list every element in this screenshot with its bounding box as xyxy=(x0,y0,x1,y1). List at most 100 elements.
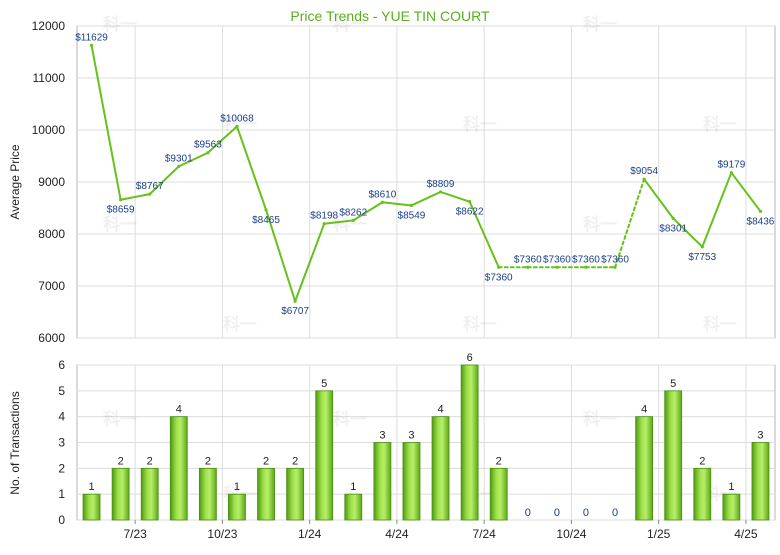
price-line-segment xyxy=(701,171,733,248)
price-axis-title: Average Price xyxy=(8,144,22,219)
transaction-count-label: 0 xyxy=(583,507,589,519)
price-line-segment xyxy=(206,125,238,154)
price-point xyxy=(322,222,326,226)
price-point xyxy=(293,299,297,303)
transaction-count-label: 1 xyxy=(88,481,94,493)
transaction-count-label: 5 xyxy=(321,378,327,390)
transaction-bar xyxy=(664,390,683,521)
transactions-tick-label: 5 xyxy=(58,384,65,398)
transaction-count-label: 3 xyxy=(408,430,414,442)
price-value-label: $6707 xyxy=(281,306,309,317)
price-point xyxy=(671,216,675,220)
price-value-label: $8610 xyxy=(368,189,396,200)
price-line-segment xyxy=(265,208,297,303)
price-line-segment xyxy=(177,151,209,168)
price-tick-label: 12000 xyxy=(32,19,66,33)
transaction-count-label: 2 xyxy=(496,455,502,467)
watermark-glyph: 科一 xyxy=(103,409,137,429)
price-point xyxy=(438,190,443,194)
transaction-count-label: 6 xyxy=(467,352,473,364)
transaction-bar xyxy=(82,493,101,521)
transaction-count-label: 5 xyxy=(670,378,676,390)
price-point xyxy=(177,164,181,168)
transaction-bar xyxy=(635,416,654,521)
price-value-label: $8465 xyxy=(252,215,280,226)
price-tick-label: 8000 xyxy=(38,227,65,241)
price-value-label: $7360 xyxy=(572,254,600,265)
price-tick-label: 10000 xyxy=(32,123,66,137)
price-line-segment xyxy=(323,219,355,225)
price-value-label: $7360 xyxy=(485,272,513,283)
transaction-bar xyxy=(228,493,246,521)
price-line-segment xyxy=(672,217,704,248)
transaction-bar xyxy=(111,467,130,521)
transaction-count-label: 0 xyxy=(554,507,560,519)
price-point xyxy=(351,218,355,222)
price-value-label: $9054 xyxy=(630,166,658,177)
price-point xyxy=(729,171,733,175)
price-line-segment xyxy=(730,171,762,213)
price-point xyxy=(148,192,152,196)
price-point xyxy=(497,265,501,269)
price-value-label: $7753 xyxy=(688,252,716,263)
price-value-label: $10068 xyxy=(220,113,254,124)
transaction-count-label: 3 xyxy=(757,430,763,442)
transactions-tick-label: 3 xyxy=(58,436,65,450)
price-point xyxy=(526,265,530,269)
watermark-glyph: 科一 xyxy=(223,314,257,334)
transaction-count-label: 1 xyxy=(350,481,356,493)
price-tick-label: 11000 xyxy=(33,71,66,85)
price-point xyxy=(119,198,123,202)
watermark-glyph: 科一 xyxy=(103,14,137,34)
transaction-bar xyxy=(693,467,712,521)
transaction-bar xyxy=(402,442,421,521)
transaction-bar xyxy=(344,493,363,521)
price-line-segment xyxy=(294,222,326,303)
watermark-glyph: 科一 xyxy=(333,409,367,429)
transaction-bar xyxy=(198,467,217,521)
watermark-glyph: 科一 xyxy=(583,14,617,34)
transactions-tick-label: 4 xyxy=(58,410,65,424)
price-value-label: $7360 xyxy=(514,254,542,265)
transactions-tick-label: 2 xyxy=(58,461,65,475)
price-point xyxy=(206,151,210,155)
price-value-label: $7360 xyxy=(601,254,629,265)
price-tick-label: 6000 xyxy=(38,331,65,345)
transaction-count-label: 0 xyxy=(612,507,618,519)
watermark-glyph: 科一 xyxy=(103,214,137,234)
watermark-glyph: 科一 xyxy=(333,214,367,234)
transaction-bar xyxy=(751,442,770,521)
price-value-label: $9301 xyxy=(165,153,193,164)
price-line-segment xyxy=(90,44,122,201)
transaction-count-label: 3 xyxy=(379,430,385,442)
watermark-glyph: 科一 xyxy=(703,114,737,134)
transactions-tick-label: 6 xyxy=(58,358,65,372)
price-point xyxy=(380,200,384,204)
price-point xyxy=(642,177,646,181)
price-value-label: $7360 xyxy=(543,254,571,265)
transaction-count-label: 4 xyxy=(641,404,647,416)
watermark-glyph: 科一 xyxy=(583,214,617,234)
watermark-glyph: 科一 xyxy=(463,114,497,134)
x-tick-label: 4/25 xyxy=(734,527,758,541)
watermark-glyph: 科一 xyxy=(223,114,257,134)
price-line-segment xyxy=(643,178,675,220)
price-line-segment xyxy=(352,201,384,222)
price-point xyxy=(89,43,94,47)
price-line-segment xyxy=(439,190,471,203)
watermark-glyph: 科一 xyxy=(333,14,367,34)
price-line-segment xyxy=(235,125,268,211)
x-tick-label: 1/24 xyxy=(298,527,322,541)
transaction-bar xyxy=(169,416,188,521)
price-value-label: $8549 xyxy=(398,210,426,221)
transaction-bar xyxy=(140,467,159,521)
watermark-glyph: 科一 xyxy=(583,409,617,429)
price-value-label: $9179 xyxy=(717,160,745,171)
transaction-bar xyxy=(373,442,392,521)
transaction-bar xyxy=(286,467,305,521)
transactions-tick-label: 0 xyxy=(58,513,65,527)
price-value-label: $8767 xyxy=(136,181,164,192)
transaction-bar xyxy=(257,467,275,521)
